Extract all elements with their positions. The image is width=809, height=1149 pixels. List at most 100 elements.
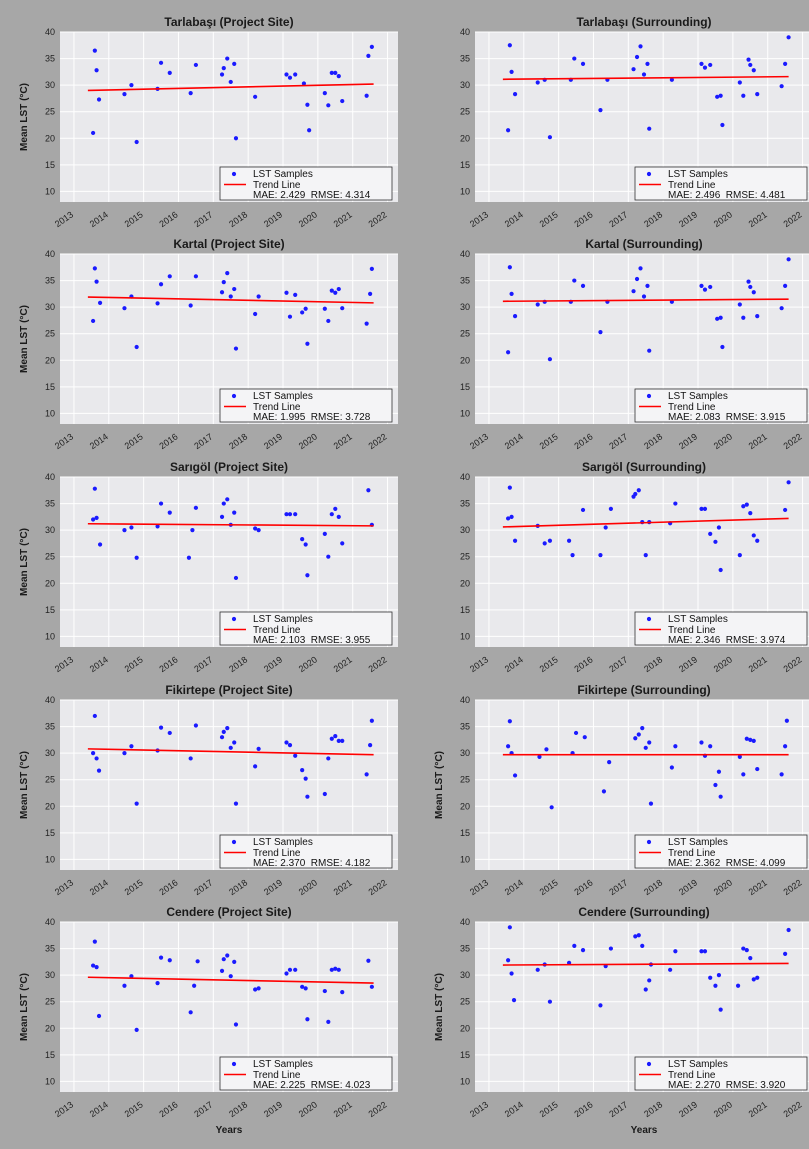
data-point: [336, 514, 341, 519]
data-point: [232, 740, 237, 745]
data-point: [643, 987, 648, 992]
data-point: [284, 512, 289, 517]
data-point: [364, 321, 369, 326]
legend-label-samples: LST Samples: [253, 391, 313, 402]
data-point: [287, 314, 293, 319]
data-point: [193, 274, 198, 279]
data-point: [134, 555, 139, 560]
data-point: [713, 983, 718, 988]
y-tick-label: 40: [45, 917, 55, 927]
data-point: [741, 504, 746, 509]
data-point: [232, 286, 237, 292]
data-point: [122, 983, 127, 988]
y-tick-label: 15: [45, 160, 55, 170]
data-point: [748, 511, 753, 516]
data-point: [669, 77, 674, 82]
data-point: [253, 764, 258, 769]
data-point: [96, 1013, 102, 1019]
data-point: [668, 967, 673, 972]
metrics-annotation: MAE: 2.496 RMSE: 4.481: [668, 190, 786, 201]
data-point: [580, 61, 586, 66]
y-tick-label: 10: [460, 408, 470, 418]
chart-title: Kartal (Surrounding): [585, 237, 702, 251]
data-point: [748, 284, 753, 290]
data-point: [122, 528, 127, 533]
trend-line: [502, 298, 789, 303]
data-point: [188, 90, 193, 96]
data-point: [566, 538, 572, 543]
trend-line: [87, 748, 374, 756]
data-point: [638, 266, 643, 271]
legend-label-trend: Trend Line: [253, 180, 301, 191]
data-point: [636, 732, 641, 737]
data-point: [253, 987, 258, 992]
y-axis-label: Mean LST (°C): [434, 973, 445, 1041]
data-point: [91, 751, 96, 756]
data-point: [122, 751, 127, 756]
data-point: [601, 789, 607, 794]
data-point: [158, 282, 164, 287]
y-tick-label: 20: [460, 1023, 470, 1033]
data-point: [158, 725, 164, 730]
y-tick-label: 15: [460, 828, 470, 838]
y-tick-label: 15: [460, 382, 470, 392]
data-point: [509, 69, 514, 74]
legend-marker-samples: [646, 616, 652, 622]
data-point: [167, 958, 172, 963]
data-point: [305, 573, 310, 578]
data-point: [547, 135, 553, 140]
y-tick-label: 20: [45, 1023, 55, 1033]
data-point: [340, 98, 345, 104]
data-point: [631, 67, 636, 72]
data-point: [92, 486, 97, 491]
legend-label-trend: Trend Line: [668, 848, 716, 859]
chart-panel-10: 2013 2014 2015 2016 2017 2018 2019 2020 2021 2022…: [434, 905, 809, 1136]
data-point: [219, 290, 225, 295]
data-point: [366, 488, 371, 493]
legend-label-trend: Trend Line: [668, 1070, 716, 1081]
y-tick-label: 25: [460, 997, 470, 1007]
y-axis-label: Mean LST (°C): [19, 83, 30, 151]
legend-box: [634, 834, 808, 869]
chart-panel-1: 2013 2014 2015 2016 2017 2018 2019 2020 2021 2022…: [19, 15, 398, 229]
data-point: [303, 776, 308, 781]
data-point: [221, 66, 226, 71]
data-point: [221, 729, 226, 734]
data-point: [256, 294, 261, 299]
metrics-annotation: MAE: 1.995 RMSE: 3.728: [253, 412, 371, 423]
data-point: [640, 943, 645, 949]
data-point: [783, 61, 788, 66]
data-point: [340, 541, 345, 546]
legend-label-samples: LST Samples: [668, 169, 728, 180]
data-point: [256, 528, 261, 533]
data-point: [92, 48, 97, 53]
legend-label-trend: Trend Line: [668, 625, 716, 636]
data-point: [699, 949, 704, 954]
data-point: [572, 943, 577, 949]
data-point: [716, 973, 722, 978]
data-point: [748, 62, 753, 68]
legend-box: [634, 388, 808, 423]
data-point: [340, 738, 345, 744]
data-point: [253, 526, 258, 531]
data-point: [509, 514, 514, 519]
data-point: [737, 552, 742, 558]
data-point: [300, 310, 305, 315]
data-point: [305, 794, 310, 799]
data-point: [511, 997, 517, 1003]
data-point: [293, 512, 298, 517]
y-tick-label: 40: [460, 249, 470, 259]
data-point: [188, 756, 193, 761]
y-tick-label: 35: [45, 944, 55, 954]
chart-panel-2: 2013 2014 2015 2016 2017 2018 2019 2020 2021 2022…: [460, 15, 809, 229]
y-tick-label: 40: [460, 472, 470, 482]
chart-title: Sarıgöl (Surrounding): [582, 460, 706, 474]
data-point: [92, 713, 97, 719]
data-point: [547, 999, 553, 1004]
data-point: [368, 291, 373, 296]
trend-line: [87, 976, 374, 984]
data-point: [779, 84, 784, 89]
data-point: [720, 344, 725, 350]
y-tick-label: 30: [45, 525, 55, 535]
